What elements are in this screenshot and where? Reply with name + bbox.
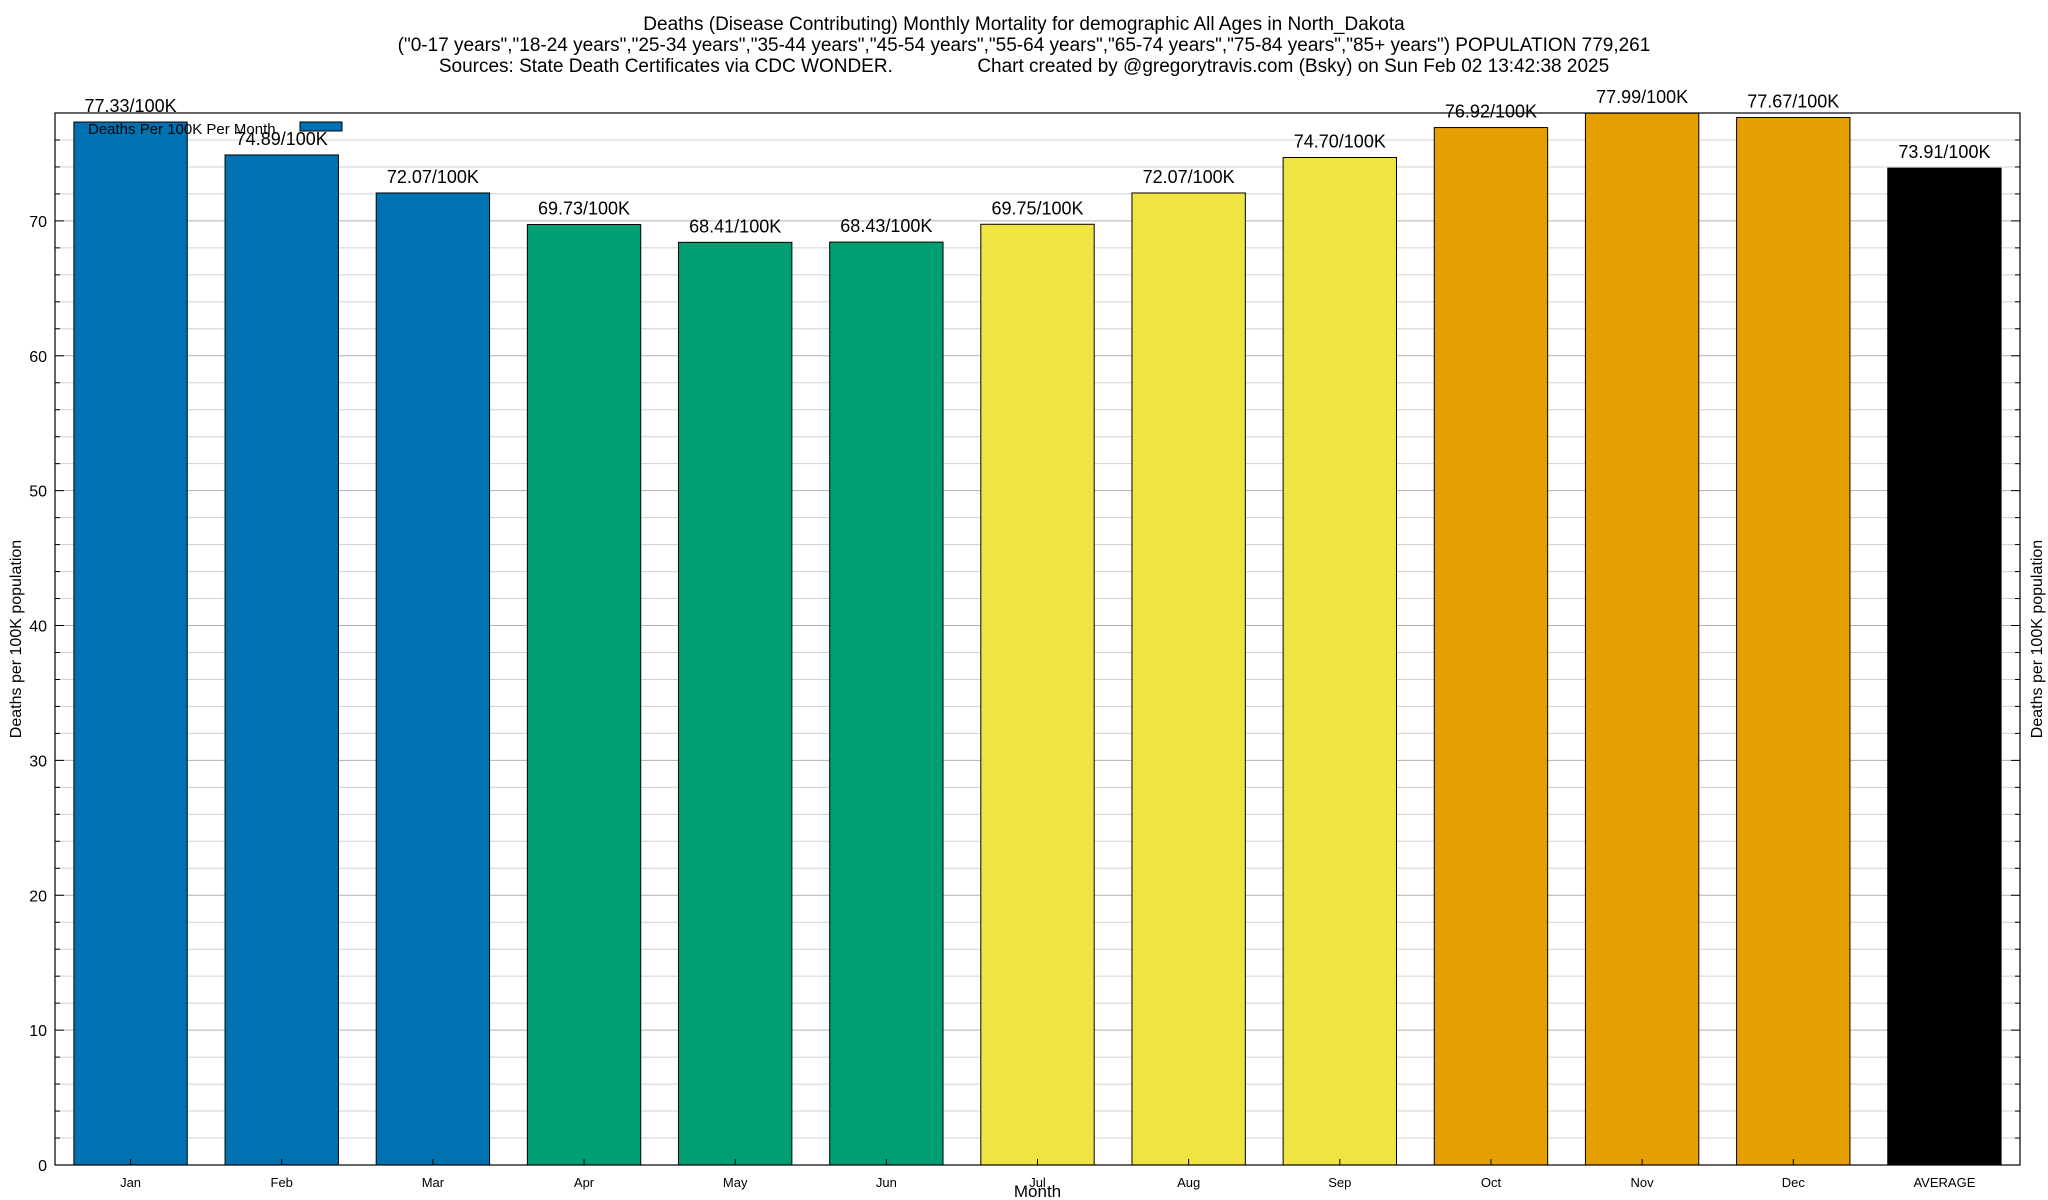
x-tick-label: Aug bbox=[1177, 1175, 1200, 1190]
data-label: 77.33/100K bbox=[85, 96, 177, 116]
y-tick-label: 30 bbox=[29, 753, 47, 770]
x-tick-label: Mar bbox=[422, 1175, 445, 1190]
data-label: 68.41/100K bbox=[689, 216, 781, 236]
bar-apr bbox=[526, 224, 642, 1166]
y-tick-label: 60 bbox=[29, 349, 47, 366]
data-label: 72.07/100K bbox=[387, 167, 479, 187]
data-label: 74.70/100K bbox=[1294, 132, 1386, 152]
bar-jan bbox=[73, 121, 188, 1166]
bar-jun bbox=[829, 241, 944, 1166]
y-tick-label: 0 bbox=[38, 1158, 47, 1175]
data-label: 72.07/100K bbox=[1143, 167, 1235, 187]
bar-feb bbox=[224, 154, 339, 1166]
y-tick-label: 50 bbox=[29, 484, 47, 501]
y-tick-label: 20 bbox=[29, 888, 47, 905]
bar-mar bbox=[375, 192, 491, 1166]
chart-source-line: Sources: State Death Certificates via CD… bbox=[438, 56, 1610, 77]
y-tick-label: 10 bbox=[29, 1023, 47, 1040]
x-axis-label: Month bbox=[1014, 1182, 1061, 1200]
x-tick-label: Nov bbox=[1631, 1175, 1655, 1190]
x-tick-label: Jun bbox=[876, 1175, 897, 1190]
data-label: 73.91/100K bbox=[1898, 142, 1990, 162]
data-label: 74.89/100K bbox=[236, 129, 328, 149]
chart-title: Deaths (Disease Contributing) Monthly Mo… bbox=[643, 14, 1405, 35]
x-tick-label: Feb bbox=[271, 1175, 293, 1190]
x-tick-label: Oct bbox=[1481, 1175, 1502, 1190]
bar-oct bbox=[1433, 127, 1549, 1166]
data-label: 69.73/100K bbox=[538, 199, 630, 219]
y-tick-label: 40 bbox=[29, 619, 47, 636]
x-tick-label: Jan bbox=[120, 1175, 141, 1190]
data-label: 68.43/100K bbox=[840, 216, 932, 236]
bar-nov bbox=[1584, 112, 1700, 1166]
legend-label: Deaths Per 100K Per Month bbox=[88, 121, 276, 138]
data-label: 69.75/100K bbox=[991, 198, 1083, 218]
y-axis-label-left: Deaths per 100K population bbox=[8, 540, 25, 738]
bar-jul bbox=[980, 223, 1095, 1166]
legend-swatch bbox=[299, 121, 343, 132]
bar-dec bbox=[1736, 116, 1851, 1166]
x-tick-label: AVERAGE bbox=[1913, 1175, 1975, 1190]
y-tick-label: 70 bbox=[29, 214, 47, 231]
x-tick-label: Jul bbox=[1029, 1175, 1046, 1190]
x-tick-label: Dec bbox=[1782, 1175, 1806, 1190]
chart-subtitle: ("0-17 years","18-24 years","25-34 years… bbox=[397, 35, 1651, 56]
data-label: 76.92/100K bbox=[1445, 102, 1537, 122]
x-tick-label: Sep bbox=[1328, 1175, 1351, 1190]
data-label: 77.99/100K bbox=[1596, 87, 1688, 107]
bar-sep bbox=[1282, 157, 1397, 1166]
y-axis-label-right: Deaths per 100K population bbox=[2029, 540, 2046, 738]
data-label: 77.67/100K bbox=[1747, 91, 1839, 111]
x-tick-label: May bbox=[723, 1175, 748, 1190]
bar-may bbox=[678, 241, 793, 1166]
bar-average bbox=[1887, 167, 2002, 1166]
chart-title-block: Deaths (Disease Contributing) Monthly Mo… bbox=[0, 14, 2048, 77]
x-tick-label: Apr bbox=[574, 1175, 595, 1190]
plot-frame bbox=[54, 112, 2021, 1166]
bar-aug bbox=[1131, 192, 1246, 1166]
